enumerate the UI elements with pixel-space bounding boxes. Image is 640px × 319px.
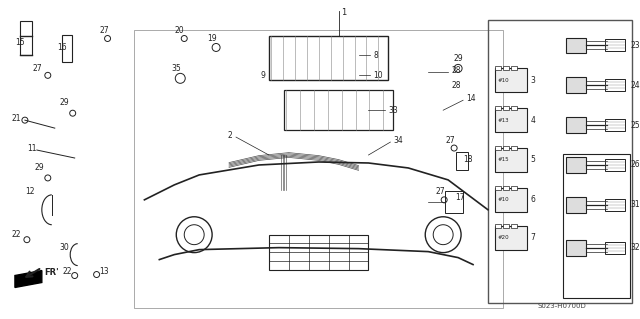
Text: 28: 28: [451, 66, 461, 75]
Text: 32: 32: [630, 243, 640, 252]
Bar: [134, 30, 503, 308]
Bar: [605, 199, 625, 211]
Text: 7: 7: [531, 233, 536, 242]
Bar: [495, 106, 501, 110]
Bar: [269, 235, 369, 270]
Text: 17: 17: [455, 193, 465, 202]
Bar: [566, 240, 586, 256]
Bar: [495, 148, 527, 172]
Bar: [20, 20, 32, 56]
Bar: [605, 119, 625, 131]
Text: 34: 34: [394, 136, 403, 145]
Text: 21: 21: [12, 114, 22, 123]
Text: 3: 3: [531, 76, 536, 85]
Text: 24: 24: [630, 81, 640, 90]
Text: 27: 27: [435, 187, 445, 197]
Bar: [495, 224, 501, 228]
Text: 6: 6: [531, 195, 536, 204]
Text: 26: 26: [630, 160, 640, 169]
Bar: [445, 191, 463, 213]
Text: 10: 10: [374, 71, 383, 80]
Bar: [495, 68, 527, 92]
Bar: [495, 108, 527, 132]
Bar: [511, 186, 517, 190]
Bar: [566, 157, 586, 173]
Text: 16: 16: [57, 43, 67, 52]
Text: 30: 30: [60, 243, 70, 252]
Text: 18: 18: [463, 155, 472, 165]
Bar: [284, 90, 394, 130]
Text: 29: 29: [35, 163, 45, 173]
Text: 23: 23: [630, 41, 640, 50]
Text: 22: 22: [63, 267, 72, 276]
Text: FR': FR': [44, 268, 58, 277]
Text: #13: #13: [498, 118, 509, 123]
Bar: [503, 224, 509, 228]
Bar: [511, 146, 517, 150]
Bar: [605, 79, 625, 91]
Bar: [511, 106, 517, 110]
Text: 27: 27: [100, 26, 109, 35]
Bar: [456, 152, 468, 170]
Text: 5: 5: [531, 155, 536, 165]
Text: 4: 4: [531, 116, 536, 125]
Bar: [495, 226, 527, 250]
Text: 29: 29: [60, 98, 69, 107]
Bar: [488, 19, 632, 303]
Text: 25: 25: [630, 121, 640, 130]
Text: 2: 2: [227, 130, 232, 140]
Bar: [566, 117, 586, 133]
Bar: [511, 224, 517, 228]
Bar: [605, 242, 625, 254]
Bar: [495, 66, 501, 70]
Text: 13: 13: [100, 267, 109, 276]
Text: 14: 14: [466, 94, 476, 103]
Text: 9: 9: [261, 71, 266, 80]
Text: 31: 31: [630, 200, 640, 209]
Text: 11: 11: [27, 144, 36, 152]
Bar: [495, 186, 501, 190]
Polygon shape: [15, 271, 42, 287]
Text: 29: 29: [453, 54, 463, 63]
Text: 12: 12: [25, 187, 35, 197]
Bar: [563, 154, 630, 299]
Text: 22: 22: [12, 230, 22, 239]
Text: #10: #10: [498, 78, 509, 83]
Bar: [566, 38, 586, 54]
Text: 1: 1: [342, 8, 347, 17]
Bar: [503, 146, 509, 150]
Text: S023-H0700D: S023-H0700D: [538, 303, 586, 309]
Bar: [605, 40, 625, 51]
Text: 19: 19: [207, 34, 217, 43]
Text: 27: 27: [33, 64, 42, 73]
Bar: [495, 188, 527, 212]
Text: 35: 35: [172, 64, 181, 73]
Bar: [503, 106, 509, 110]
Text: #20: #20: [498, 235, 509, 240]
Bar: [605, 159, 625, 171]
Bar: [511, 66, 517, 70]
Bar: [566, 77, 586, 93]
Bar: [269, 35, 388, 80]
Bar: [61, 34, 72, 63]
Bar: [503, 186, 509, 190]
Text: 27: 27: [445, 136, 455, 145]
Text: 15: 15: [15, 38, 24, 47]
Text: 28: 28: [451, 81, 461, 90]
Text: 33: 33: [388, 106, 398, 115]
Text: #10: #10: [498, 197, 509, 202]
Text: 20: 20: [174, 26, 184, 35]
Bar: [566, 197, 586, 213]
Bar: [495, 146, 501, 150]
Bar: [503, 66, 509, 70]
Text: #15: #15: [498, 158, 509, 162]
Text: 8: 8: [374, 51, 378, 60]
